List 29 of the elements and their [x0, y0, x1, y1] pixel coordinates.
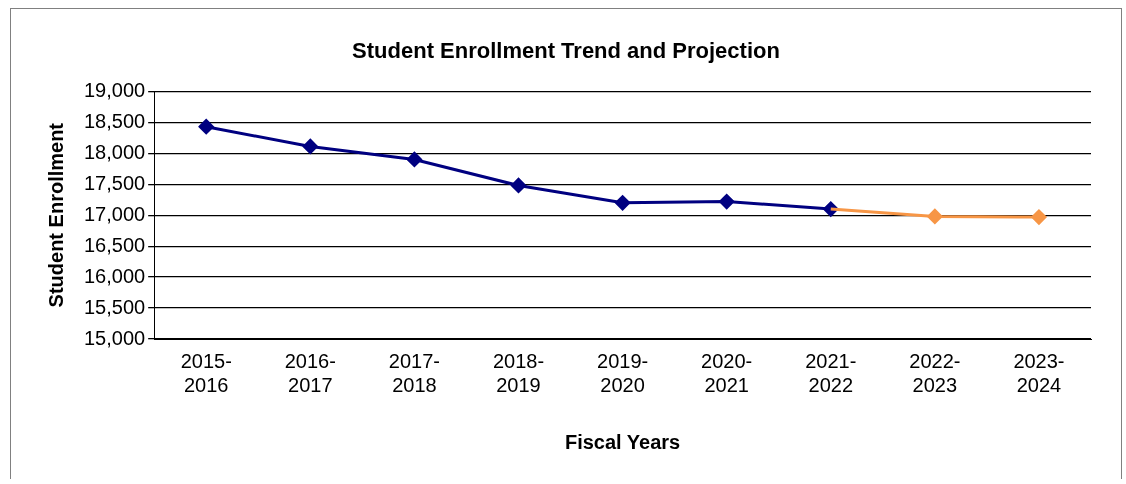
x-axis-title: Fiscal Years	[564, 430, 681, 453]
point	[927, 208, 943, 224]
y-tick-label: 18,000	[84, 140, 146, 163]
chart-title: Student Enrollment Trend and Projection	[352, 38, 780, 64]
y-axis-title: Student Enrollment	[44, 122, 67, 308]
point	[302, 138, 318, 154]
y-tick-label: 17,000	[84, 202, 146, 225]
x-tick-label: 2015- 2016	[180, 349, 232, 396]
y-tick-label: 18,500	[84, 109, 146, 132]
y-tick-label: 15,000	[84, 326, 146, 349]
point	[1031, 209, 1047, 225]
y-tick-label: 16,500	[84, 233, 146, 256]
x-tick-label: 2019- 2020	[597, 349, 649, 396]
x-tick-label: 2021- 2022	[805, 349, 857, 396]
x-tick-label: 2020- 2021	[701, 349, 753, 396]
y-tick-label: 15,500	[84, 295, 146, 318]
x-tick-label: 2016- 2017	[284, 349, 336, 396]
y-tick-label: 19,000	[84, 78, 146, 101]
x-tick-label: 2022- 2023	[909, 349, 961, 396]
x-tick-label: 2023- 2024	[1013, 349, 1065, 396]
x-tick-label: 2017- 2018	[388, 349, 440, 396]
point	[510, 177, 526, 193]
x-tick-label: 2018- 2019	[492, 349, 545, 396]
point	[615, 195, 631, 211]
point	[719, 194, 735, 210]
y-tick-label: 16,000	[84, 264, 146, 287]
point	[198, 119, 214, 135]
point	[406, 151, 422, 167]
y-tick-label: 17,500	[84, 171, 146, 194]
